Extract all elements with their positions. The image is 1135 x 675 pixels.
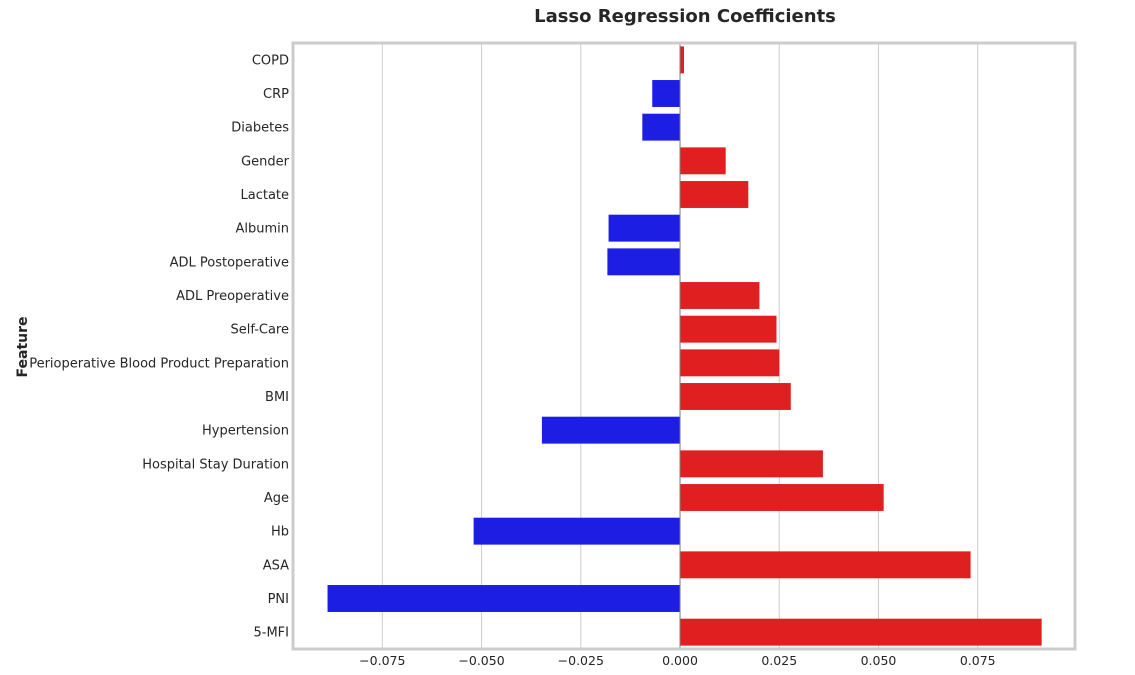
category-label: Perioperative Blood Product Preparation [29,356,289,371]
chart-title: Lasso Regression Coefficients [534,6,836,27]
bar [608,214,681,242]
bar [680,282,760,309]
bar [327,585,681,612]
category-label: COPD [252,53,289,68]
category-label: Hb [271,525,289,540]
category-label: ASA [263,558,289,573]
x-tick-label: 0.025 [761,653,797,668]
bar [642,113,681,141]
category-label: Gender [241,154,290,169]
category-label: ADL Postoperative [170,255,289,270]
x-tick-label: −0.050 [458,653,504,668]
category-label: Age [264,491,289,506]
plot-frame [291,41,1077,651]
y-axis-label: Feature [15,317,31,378]
category-label: Albumin [235,222,289,237]
x-tick-label: −0.025 [558,653,604,668]
bar [680,551,971,579]
bar [680,349,780,377]
bar [473,517,681,545]
bar [680,315,777,343]
bars [327,46,1042,646]
bar [541,416,681,444]
x-tick-label: 0.075 [960,653,996,668]
bar [680,484,884,511]
category-label: ADL Preoperative [176,289,289,304]
category-label: Hypertension [202,424,289,439]
x-tick-label: 0.000 [662,653,698,668]
bar [680,181,749,208]
category-label: Lactate [240,188,289,203]
category-label: Self-Care [230,323,289,338]
x-tick-label: 0.050 [861,653,897,668]
category-label: CRP [263,87,289,102]
bar [680,147,726,175]
bar [680,450,823,478]
x-tick-labels: −0.075 −0.050 −0.025 0.000 0.025 0.050 0.075 [359,653,995,668]
bar [607,248,681,276]
bar [680,383,791,410]
category-label: 5-MFI [254,626,290,641]
category-label: Diabetes [231,121,289,136]
category-label: Hospital Stay Duration [142,457,289,472]
x-tick-label: −0.075 [359,653,405,668]
bar [680,46,684,74]
bar [652,80,681,107]
category-labels: COPD CRP Diabetes Gender Lactate Albumin ADL P… [29,53,289,640]
category-label: BMI [265,390,289,405]
category-label: PNI [268,592,289,607]
bar [680,618,1042,646]
